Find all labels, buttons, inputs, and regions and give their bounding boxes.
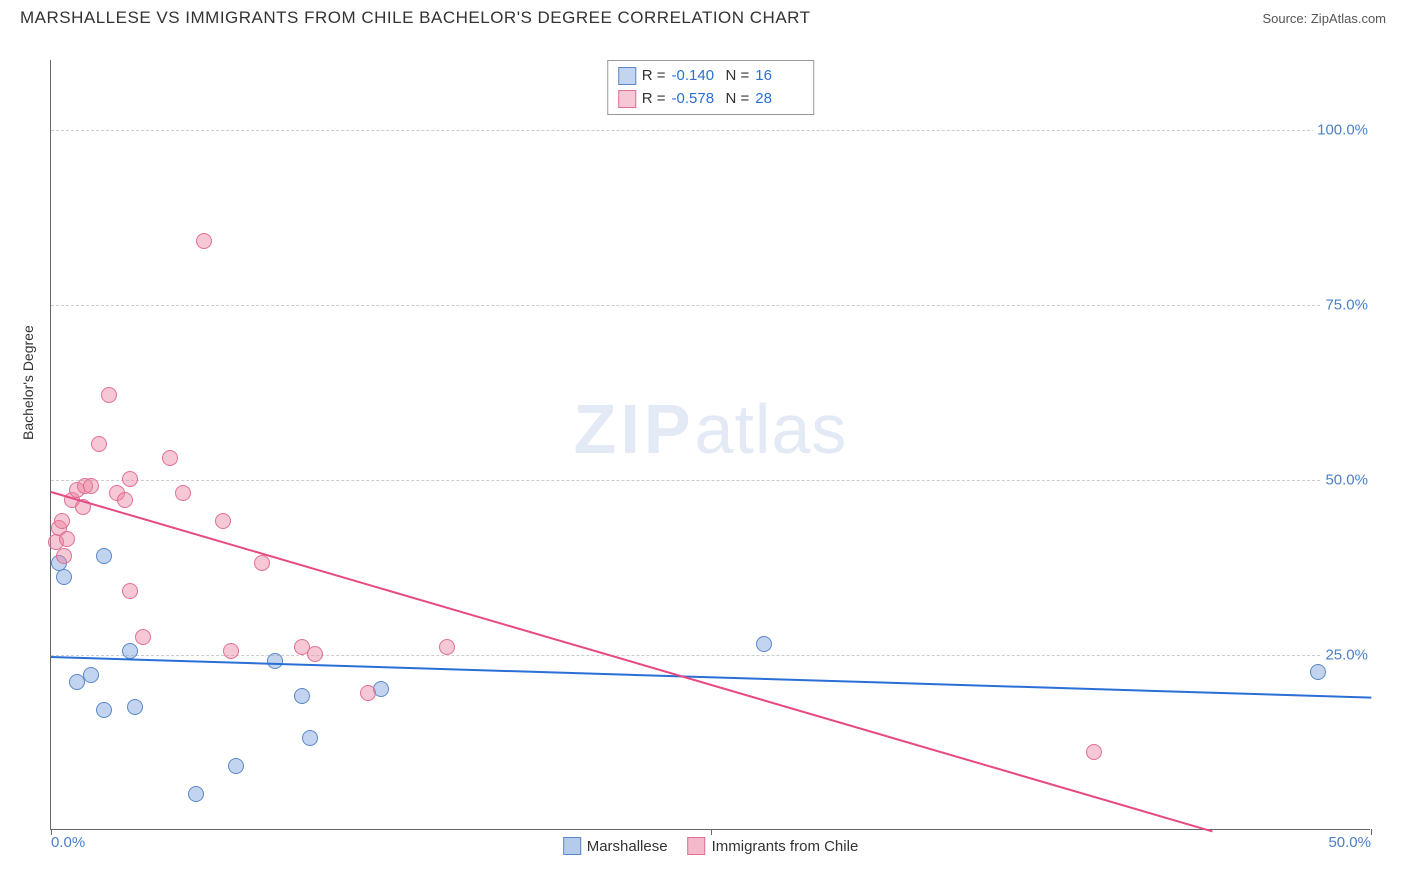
data-point bbox=[294, 688, 310, 704]
watermark-zip: ZIP bbox=[574, 390, 695, 468]
scatter-chart: ZIPatlas R = -0.140 N = 16 R = -0.578 N … bbox=[50, 60, 1370, 830]
data-point bbox=[122, 643, 138, 659]
gridline bbox=[51, 130, 1370, 131]
r-value-series2: -0.578 bbox=[672, 88, 720, 111]
data-point bbox=[1086, 744, 1102, 760]
legend-row-series2: R = -0.578 N = 28 bbox=[618, 88, 804, 111]
data-point bbox=[267, 653, 283, 669]
legend-item-chile: Immigrants from Chile bbox=[688, 837, 859, 855]
data-point bbox=[228, 758, 244, 774]
chart-title: MARSHALLESE VS IMMIGRANTS FROM CHILE BAC… bbox=[20, 8, 811, 28]
r-value-series1: -0.140 bbox=[672, 65, 720, 88]
source-attribution: Source: ZipAtlas.com bbox=[1262, 11, 1386, 26]
xtick-mark bbox=[1371, 829, 1372, 835]
swatch-series2 bbox=[618, 90, 636, 108]
data-point bbox=[756, 636, 772, 652]
ytick-label: 50.0% bbox=[1321, 472, 1372, 489]
n-value-series2: 28 bbox=[755, 88, 803, 111]
data-point bbox=[54, 513, 70, 529]
data-point bbox=[196, 233, 212, 249]
n-label: N = bbox=[726, 88, 750, 111]
swatch-chile bbox=[688, 837, 706, 855]
xtick-mark bbox=[711, 829, 712, 835]
watermark: ZIPatlas bbox=[574, 389, 848, 469]
swatch-series1 bbox=[618, 67, 636, 85]
swatch-marshallese bbox=[563, 837, 581, 855]
gridline bbox=[51, 480, 1370, 481]
ytick-label: 75.0% bbox=[1321, 297, 1372, 314]
r-label: R = bbox=[642, 88, 666, 111]
data-point bbox=[162, 450, 178, 466]
legend-label-marshallese: Marshallese bbox=[587, 838, 668, 855]
y-axis-label: Bachelor's Degree bbox=[20, 325, 36, 440]
data-point bbox=[175, 485, 191, 501]
legend-item-marshallese: Marshallese bbox=[563, 837, 668, 855]
n-label: N = bbox=[726, 65, 750, 88]
data-point bbox=[122, 583, 138, 599]
gridline bbox=[51, 305, 1370, 306]
data-point bbox=[122, 471, 138, 487]
legend-row-series1: R = -0.140 N = 16 bbox=[618, 65, 804, 88]
data-point bbox=[56, 569, 72, 585]
data-point bbox=[1310, 664, 1326, 680]
watermark-atlas: atlas bbox=[695, 390, 848, 468]
gridline bbox=[51, 655, 1370, 656]
data-point bbox=[215, 513, 231, 529]
r-label: R = bbox=[642, 65, 666, 88]
data-point bbox=[254, 555, 270, 571]
data-point bbox=[439, 639, 455, 655]
data-point bbox=[117, 492, 133, 508]
data-point bbox=[83, 667, 99, 683]
data-point bbox=[91, 436, 107, 452]
legend-label-chile: Immigrants from Chile bbox=[712, 838, 859, 855]
trendline bbox=[51, 656, 1371, 699]
data-point bbox=[56, 548, 72, 564]
xtick-label: 0.0% bbox=[51, 834, 85, 851]
xtick-label: 50.0% bbox=[1328, 834, 1371, 851]
data-point bbox=[360, 685, 376, 701]
n-value-series1: 16 bbox=[755, 65, 803, 88]
ytick-label: 100.0% bbox=[1313, 122, 1372, 139]
data-point bbox=[302, 730, 318, 746]
data-point bbox=[135, 629, 151, 645]
data-point bbox=[101, 387, 117, 403]
data-point bbox=[96, 702, 112, 718]
data-point bbox=[96, 548, 112, 564]
data-point bbox=[127, 699, 143, 715]
data-point bbox=[83, 478, 99, 494]
data-point bbox=[188, 786, 204, 802]
data-point bbox=[307, 646, 323, 662]
series-legend: Marshallese Immigrants from Chile bbox=[563, 837, 859, 855]
correlation-legend: R = -0.140 N = 16 R = -0.578 N = 28 bbox=[607, 60, 815, 115]
data-point bbox=[59, 531, 75, 547]
ytick-label: 25.0% bbox=[1321, 647, 1372, 664]
data-point bbox=[223, 643, 239, 659]
